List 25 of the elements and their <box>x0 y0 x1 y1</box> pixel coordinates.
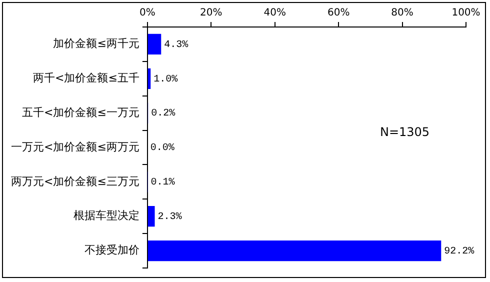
annotation: N=1305 <box>380 125 430 140</box>
bar <box>148 34 162 55</box>
y-tick-label: 一万元<加价金额≤两万元 <box>10 140 140 154</box>
data-label: 0.2% <box>151 108 176 120</box>
x-tick-label: 60% <box>327 8 350 19</box>
y-tick-label: 两千<加价金额≤五千 <box>32 72 140 84</box>
data-label: 0.0% <box>150 143 174 154</box>
x-tick-label: 100% <box>452 8 480 19</box>
y-tick-label: 五千<加价金额≤一万元 <box>22 106 140 119</box>
bar <box>148 240 442 262</box>
y-tick-label: 根据车型决定 <box>73 209 140 222</box>
x-tick-label: 0% <box>139 8 156 19</box>
y-tick-label: 两万元<加价金额≤三万元 <box>10 174 140 188</box>
data-label: 92.2% <box>444 246 474 258</box>
data-label: 0.1% <box>150 178 175 189</box>
data-label: 2.3% <box>158 212 182 223</box>
x-tick-label: 80% <box>391 8 414 19</box>
data-label: 1.0% <box>154 74 178 86</box>
data-label: 4.3% <box>164 40 188 51</box>
bar <box>148 68 151 89</box>
bar <box>148 206 155 227</box>
x-tick-label: 20% <box>200 8 222 19</box>
y-tick-label: 不接受加价 <box>84 244 140 257</box>
x-tick-label: 40% <box>264 8 286 19</box>
y-tick-label: 加价金额≤两千元 <box>53 37 140 50</box>
